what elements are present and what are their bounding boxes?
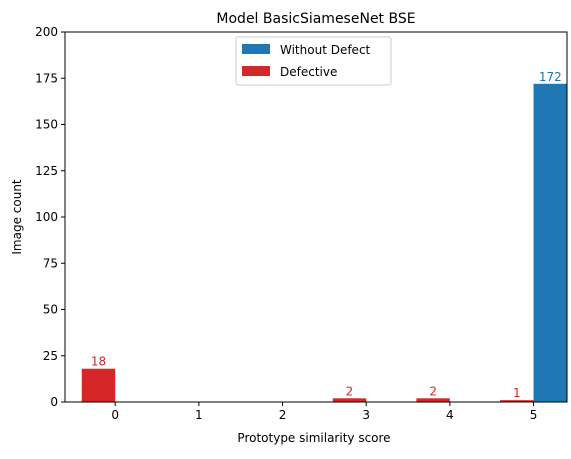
legend-label-without-defect: Without Defect bbox=[280, 43, 371, 57]
x-tick-label: 0 bbox=[111, 408, 119, 422]
y-axis: 0 25 50 75 100 125 150 175 200 bbox=[35, 25, 65, 409]
bar-defective-0 bbox=[81, 368, 116, 402]
bars-group bbox=[81, 83, 567, 403]
data-label-defective-5: 1 bbox=[513, 386, 521, 400]
legend: Without Defect Defective bbox=[235, 36, 392, 86]
x-tick-label: 2 bbox=[279, 408, 287, 422]
plot-frame bbox=[64, 31, 568, 403]
legend-box bbox=[235, 36, 392, 86]
y-tick-label: 150 bbox=[35, 118, 58, 132]
y-tick-label: 100 bbox=[35, 210, 58, 224]
legend-swatch-defective bbox=[242, 66, 270, 76]
y-tick-label: 50 bbox=[43, 303, 58, 317]
x-tick-label: 1 bbox=[195, 408, 203, 422]
x-tick-label: 3 bbox=[362, 408, 370, 422]
x-axis: 0 1 2 3 4 5 bbox=[111, 402, 537, 422]
x-tick-label: 4 bbox=[446, 408, 454, 422]
y-tick-label: 0 bbox=[50, 395, 58, 409]
bar-without-defect-5 bbox=[533, 83, 567, 403]
legend-swatch-without-defect bbox=[242, 44, 270, 54]
data-labels-group: 172 18 2 2 1 bbox=[91, 70, 562, 400]
y-tick-label: 200 bbox=[35, 25, 58, 39]
bar-defective-3 bbox=[332, 398, 367, 402]
data-label-defective-3: 2 bbox=[346, 384, 354, 398]
y-tick-label: 125 bbox=[35, 164, 58, 178]
data-label-defective-4: 2 bbox=[429, 384, 437, 398]
legend-label-defective: Defective bbox=[280, 65, 337, 79]
bar-defective-4 bbox=[416, 398, 450, 402]
chart-title: Model BasicSiameseNet BSE bbox=[216, 11, 415, 27]
y-tick-label: 25 bbox=[43, 349, 58, 363]
data-label-without-defect-5: 172 bbox=[539, 70, 562, 84]
x-tick-label: 5 bbox=[530, 408, 538, 422]
y-axis-label: Image count bbox=[10, 179, 24, 255]
x-axis-label: Prototype similarity score bbox=[237, 431, 390, 445]
bar-defective-5 bbox=[500, 400, 534, 402]
y-tick-label: 175 bbox=[35, 71, 58, 85]
data-label-defective-0: 18 bbox=[91, 355, 106, 369]
y-tick-label: 75 bbox=[43, 256, 58, 270]
